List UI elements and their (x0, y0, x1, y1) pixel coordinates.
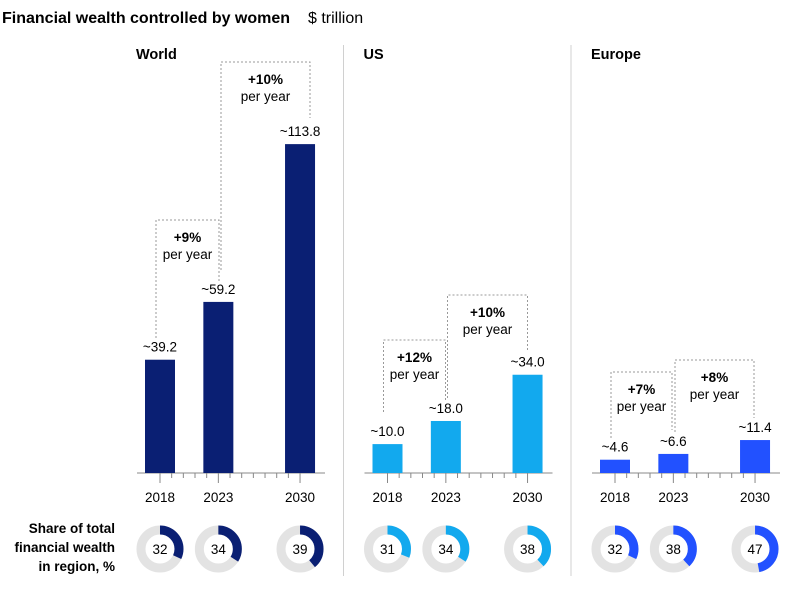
bar-2030 (285, 144, 316, 474)
donut-share-arc (136, 525, 184, 573)
bar-2023 (203, 301, 234, 473)
donut-share-arc (649, 525, 697, 573)
bar-2018 (145, 359, 175, 473)
bar-2023 (430, 420, 461, 473)
panel-title: US (364, 47, 384, 63)
chart-unit: $ trillion (308, 10, 363, 27)
donut-share-value: 47 (748, 542, 763, 557)
bar-value-label: ~18.0 (429, 401, 463, 416)
donut-share-value: 32 (152, 542, 167, 557)
growth-rate: +10% (470, 305, 505, 320)
panel-title: World (136, 47, 177, 63)
growth-rate: +12% (397, 350, 432, 365)
bar-value-label: ~59.2 (201, 282, 235, 297)
donut-share-value: 38 (520, 542, 535, 557)
growth-note: per year (463, 322, 513, 337)
bar-value-label: ~4.6 (602, 440, 629, 455)
panel-title: Europe (591, 47, 641, 63)
donut-share-value: 31 (380, 542, 395, 557)
donut-share-value: 38 (666, 542, 681, 557)
growth-rate: +7% (628, 382, 655, 397)
bar-value-label: ~39.2 (143, 340, 177, 355)
donut-share-arc (591, 525, 639, 573)
share-label-line-1: Share of total (29, 521, 115, 536)
year-tick-label: 2018 (145, 490, 175, 505)
bar-2023 (658, 453, 689, 473)
year-tick-label: 2023 (658, 490, 688, 505)
donut-share-arc (276, 525, 324, 573)
growth-note: per year (163, 247, 213, 262)
panel-world: World ~39.2 2018 32 ~59.2 2023 34 ~113.8 2030 39 +… (136, 47, 325, 573)
donut-share-value: 34 (438, 542, 454, 557)
donut-share-value: 39 (293, 542, 308, 557)
growth-rate: +9% (174, 230, 201, 245)
donut-share-value: 34 (211, 542, 227, 557)
donut-share-value: 32 (607, 542, 622, 557)
growth-note: per year (241, 89, 291, 104)
year-tick-label: 2018 (372, 490, 402, 505)
donut-share-arc (422, 525, 470, 573)
share-label-line-3: in region, % (38, 559, 115, 574)
donut-share-arc (504, 525, 552, 573)
growth-bracket (383, 339, 446, 412)
year-tick-label: 2018 (600, 490, 630, 505)
panel-europe: Europe ~4.6 2018 32 ~6.6 2023 38 ~11.4 2030 47 +7%… (570, 45, 780, 576)
growth-bracket (220, 61, 311, 270)
bar-2030 (740, 440, 771, 473)
donut-share-arc (364, 525, 411, 573)
bar-value-label: ~113.8 (280, 124, 321, 139)
year-tick-label: 2023 (203, 490, 233, 505)
year-tick-label: 2030 (513, 490, 543, 505)
growth-bracket (155, 219, 220, 338)
growth-rate: +8% (701, 370, 728, 385)
panel-us: US ~10.0 2018 31 ~18.0 2023 34 ~34.0 2030 38 +12% p… (343, 45, 553, 576)
bar-value-label: ~11.4 (738, 420, 772, 435)
bar-2018 (600, 459, 630, 473)
bar-2030 (512, 374, 543, 473)
growth-bracket (610, 371, 673, 438)
bar-2018 (372, 444, 403, 473)
growth-note: per year (690, 387, 740, 402)
growth-note: per year (617, 399, 667, 414)
chart-title: Financial wealth controlled by women (2, 10, 290, 27)
donut-share-arc (731, 525, 779, 573)
growth-rate: +10% (248, 72, 283, 87)
bar-value-label: ~10.0 (370, 424, 404, 439)
bar-value-label: ~6.6 (660, 434, 687, 449)
donut-share-arc (194, 525, 242, 573)
share-label-line-2: financial wealth (14, 540, 115, 555)
year-tick-label: 2030 (285, 490, 315, 505)
year-tick-label: 2023 (431, 490, 461, 505)
year-tick-label: 2030 (740, 490, 770, 505)
growth-note: per year (390, 367, 440, 382)
growth-bracket (674, 359, 755, 432)
bar-value-label: ~34.0 (510, 355, 544, 370)
